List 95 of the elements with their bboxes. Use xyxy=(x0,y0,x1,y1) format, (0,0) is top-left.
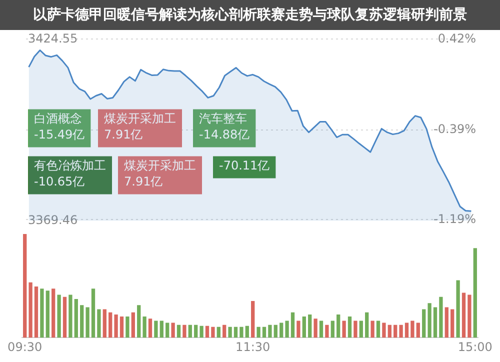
bar xyxy=(245,326,249,338)
bar xyxy=(120,316,124,338)
bar xyxy=(80,305,84,338)
annotation: 煤炭开采加工 7.91亿 xyxy=(124,158,196,188)
bar xyxy=(97,309,101,338)
bar xyxy=(280,322,284,338)
bar xyxy=(91,288,96,338)
y2-tick-label: 0.42% xyxy=(438,31,476,46)
y2-tick-label: -1.19% xyxy=(434,212,476,226)
bar xyxy=(468,294,472,338)
bar xyxy=(262,326,266,338)
bar xyxy=(359,320,363,338)
bar xyxy=(62,296,67,338)
x-tick-label: 11:30 xyxy=(236,340,270,354)
bar xyxy=(166,322,170,338)
bar xyxy=(456,280,460,338)
bar xyxy=(354,320,358,338)
bar xyxy=(228,326,232,338)
bar xyxy=(308,314,312,338)
bar xyxy=(404,322,409,338)
bar xyxy=(194,324,198,338)
bar xyxy=(68,294,72,338)
bar xyxy=(234,326,238,338)
bar xyxy=(114,314,118,338)
bar xyxy=(462,292,466,338)
bar xyxy=(34,286,38,338)
bar xyxy=(211,326,215,338)
bar xyxy=(126,316,130,338)
bar xyxy=(57,294,61,338)
bar xyxy=(251,301,255,338)
bar xyxy=(394,324,398,338)
bar xyxy=(205,326,210,338)
x-tick-label: 09:30 xyxy=(8,340,42,354)
bar xyxy=(86,307,90,338)
bar xyxy=(222,324,226,338)
bar xyxy=(40,288,44,338)
bar xyxy=(160,320,164,338)
bar xyxy=(200,326,204,338)
bar xyxy=(302,316,306,338)
bar xyxy=(182,324,186,338)
bar xyxy=(376,320,380,338)
annotation: -70.11亿 xyxy=(219,158,270,172)
bar xyxy=(314,318,318,338)
y-tick-label: 3369.46 xyxy=(28,212,78,227)
bar xyxy=(422,309,426,338)
bar xyxy=(148,318,152,338)
bar xyxy=(336,314,340,338)
bar xyxy=(348,316,352,338)
y2-tick-label: -0.39% xyxy=(434,122,476,136)
chart-title: 以萨卡德甲回暖信号解读为核心剖析联赛走势与球队复苏逻辑研判前景 xyxy=(0,0,500,30)
bar xyxy=(28,282,32,338)
bar xyxy=(388,324,392,338)
bar xyxy=(439,296,443,338)
bar xyxy=(296,320,300,338)
bar xyxy=(256,326,260,338)
bar xyxy=(290,312,295,338)
bar xyxy=(142,316,146,338)
bar xyxy=(365,312,369,338)
bar xyxy=(171,322,175,338)
y-tick-label: 3424.55 xyxy=(28,31,78,46)
bar xyxy=(450,309,454,338)
bar xyxy=(370,320,374,338)
bar xyxy=(433,307,438,338)
bar xyxy=(268,324,272,338)
bar xyxy=(473,248,477,338)
bar xyxy=(382,322,386,338)
bar xyxy=(216,326,220,338)
bar xyxy=(325,324,329,338)
bar xyxy=(137,305,141,338)
annotation: 有色冶炼加工 -10.65亿 xyxy=(34,158,106,188)
bar xyxy=(52,288,56,338)
annotation: 汽车整车 -14.88亿 xyxy=(199,111,250,142)
bar xyxy=(285,320,289,338)
x-tick-label: 15:00 xyxy=(458,340,492,354)
annotation: 煤炭开采加工 7.91亿 xyxy=(104,111,176,142)
bar xyxy=(240,326,244,338)
annotation: 白酒概念 -15.49亿 xyxy=(34,111,85,142)
bar xyxy=(188,324,192,338)
bar xyxy=(108,312,112,338)
bar xyxy=(176,324,181,338)
bar xyxy=(428,303,432,338)
bar xyxy=(342,320,346,338)
bar xyxy=(330,320,334,338)
bar xyxy=(102,309,106,338)
bar xyxy=(154,320,158,338)
bar xyxy=(399,324,403,338)
bar xyxy=(74,298,78,338)
bar xyxy=(274,324,278,338)
bar xyxy=(131,312,135,338)
bar xyxy=(23,234,27,338)
bar xyxy=(416,322,420,338)
bar xyxy=(319,320,324,338)
bar xyxy=(410,320,414,338)
bar xyxy=(444,307,448,338)
bar xyxy=(46,290,50,338)
